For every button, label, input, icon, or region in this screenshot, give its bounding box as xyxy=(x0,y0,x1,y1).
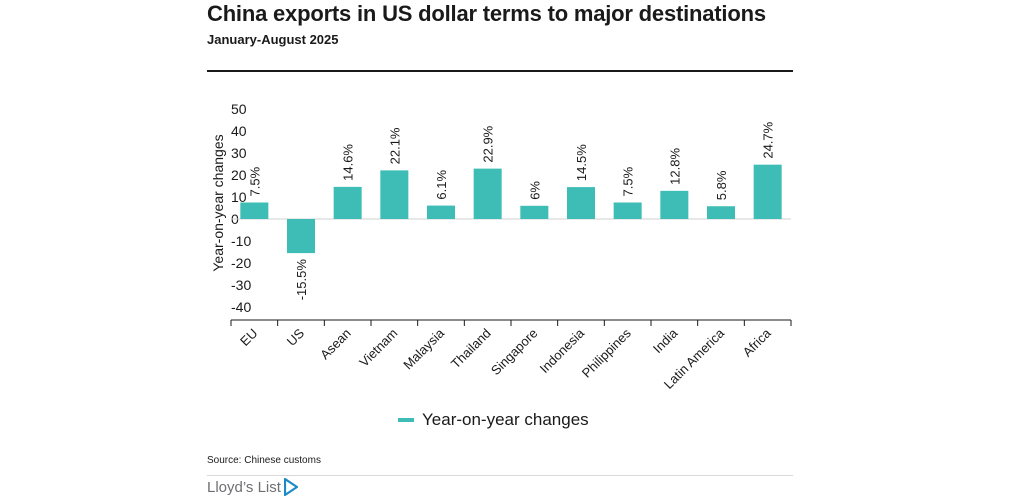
chart-subtitle: January-August 2025 xyxy=(207,32,339,47)
bar-asean xyxy=(333,186,362,219)
logo-arrow-icon xyxy=(283,478,298,496)
x-axis: EU US Asean Vietnam Malaysia ThailandSingapor… xyxy=(230,319,792,392)
bar-singapore xyxy=(520,205,549,219)
y-axis-label: Year-on-year changes xyxy=(210,134,226,271)
y-tick-label: -40 xyxy=(231,299,251,315)
bar-malaysia xyxy=(427,205,455,219)
y-tick-label: 10 xyxy=(231,189,247,205)
x-tick-label: Philippines xyxy=(579,325,634,380)
bar-indonesia xyxy=(567,187,595,219)
bar-series xyxy=(240,164,782,254)
y-tick-label: 20 xyxy=(231,167,247,183)
data-label: -15.5% xyxy=(294,259,309,301)
bar-latin-america xyxy=(707,206,735,219)
x-tick-label: India xyxy=(650,325,681,356)
y-tick-label: 40 xyxy=(231,123,247,139)
x-tick-label: Singapore xyxy=(488,326,541,379)
data-label: 6% xyxy=(527,181,542,200)
bar-vietnam xyxy=(380,170,409,219)
data-label: 7.5% xyxy=(247,166,262,196)
bar-us xyxy=(287,219,315,254)
legend-swatch xyxy=(398,418,414,422)
x-tick-label: Asean xyxy=(317,326,354,363)
x-tick-label: Africa xyxy=(740,325,775,360)
bar-africa xyxy=(753,164,782,219)
data-label: 5.8% xyxy=(714,170,729,200)
data-label: 14.5% xyxy=(574,144,589,181)
x-tick-label: Malaysia xyxy=(400,325,447,372)
y-tick-label: 50 xyxy=(231,101,247,117)
chart-title: China exports in US dollar terms to majo… xyxy=(207,1,766,26)
x-tick-label: Vietnam xyxy=(356,326,400,370)
data-labels: 7.5% -15.5% 14.6% 22.1% 6.1% 22.9% 6% 14.5% 7.5%… xyxy=(247,121,775,300)
logo-text: Lloyd’s List xyxy=(207,478,281,496)
bar-philippines xyxy=(613,202,642,219)
data-label: 22.9% xyxy=(481,125,496,162)
data-label: 12.8% xyxy=(667,148,682,185)
data-label: 24.7% xyxy=(761,121,776,158)
y-tick-label: -10 xyxy=(231,233,251,249)
x-tick-label: US xyxy=(284,325,308,349)
data-label: 7.5% xyxy=(621,166,636,196)
x-tick-label: EU xyxy=(237,326,260,349)
y-tick-label: -30 xyxy=(231,277,251,293)
legend-label: Year-on-year changes xyxy=(422,410,589,429)
x-tick-label: Thailand xyxy=(448,326,494,372)
y-tick-label: 30 xyxy=(231,145,247,161)
y-tick-label: -20 xyxy=(231,255,251,271)
bar-eu xyxy=(240,202,269,219)
source-note: Source: Chinese customs xyxy=(207,455,321,466)
footer-divider xyxy=(207,475,793,476)
data-label: 14.6% xyxy=(341,144,356,181)
data-label: 6.1% xyxy=(434,170,449,200)
data-label: 22.1% xyxy=(387,127,402,164)
bar-thailand xyxy=(473,168,502,219)
legend: Year-on-year changes xyxy=(398,410,589,430)
brand-logo: Lloyd’s List xyxy=(207,478,298,496)
bar-india xyxy=(660,190,689,219)
title-divider xyxy=(207,70,793,72)
